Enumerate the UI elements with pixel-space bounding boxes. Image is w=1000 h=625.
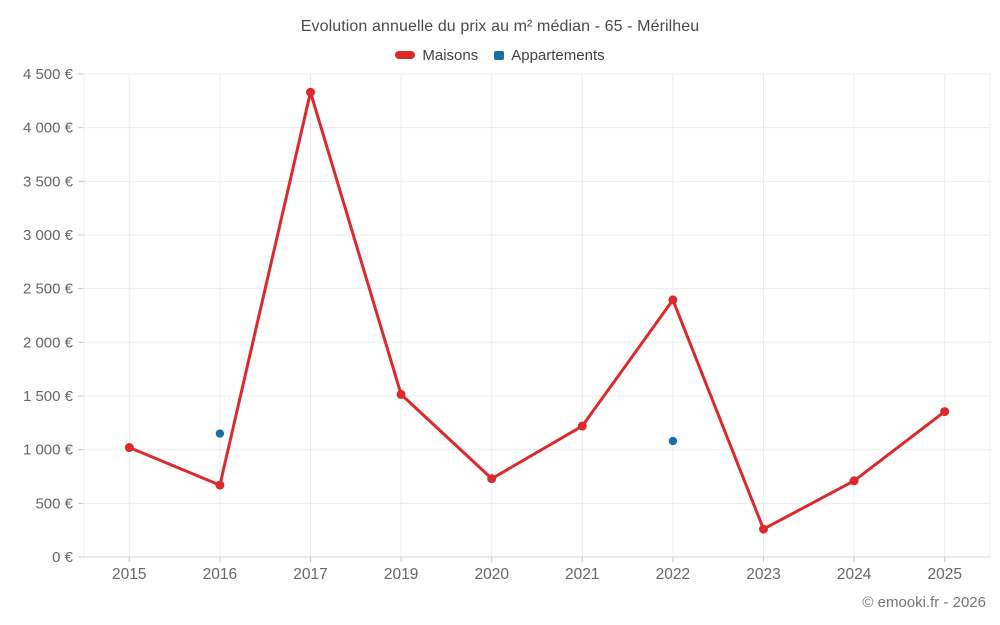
- data-point-maisons-2019[interactable]: [396, 389, 406, 399]
- y-axis-label: 3 000 €: [23, 227, 74, 244]
- legend-label-appartements: Appartements: [511, 46, 605, 64]
- y-axis-label: 500 €: [35, 495, 73, 512]
- data-point-maisons-2015[interactable]: [124, 443, 134, 453]
- appartements-swatch-icon: [494, 50, 505, 60]
- x-axis-label: 2024: [837, 566, 872, 583]
- y-axis-label: 1 500 €: [23, 388, 74, 405]
- y-axis-label: 1 000 €: [23, 442, 74, 459]
- x-axis-label: 2016: [203, 566, 237, 583]
- x-axis-label: 2019: [384, 566, 418, 583]
- y-axis-label: 2 500 €: [23, 281, 74, 298]
- data-point-maisons-2020[interactable]: [487, 474, 497, 484]
- y-axis-label: 3 500 €: [23, 173, 74, 190]
- copyright-watermark: © emooki.fr - 2026: [862, 594, 986, 611]
- data-point-maisons-2024[interactable]: [849, 476, 859, 486]
- data-point-maisons-2023[interactable]: [759, 524, 768, 534]
- chart-title: Evolution annuelle du prix au m² médian …: [300, 18, 700, 35]
- data-point-appartements-2022[interactable]: [668, 436, 678, 446]
- maisons-swatch-icon: [395, 51, 416, 59]
- x-axis-label: 2017: [293, 566, 327, 583]
- legend-label-maisons: Maisons: [422, 46, 479, 64]
- data-point-maisons-2025[interactable]: [940, 407, 950, 417]
- legend-item-maisons[interactable]: Maisons: [395, 47, 478, 64]
- data-point-appartements-2016[interactable]: [215, 429, 225, 438]
- y-axis-label: 2 000 €: [23, 334, 74, 351]
- y-axis-label: 4 000 €: [23, 120, 74, 137]
- legend-item-appartements[interactable]: Appartements: [494, 46, 605, 64]
- data-point-maisons-2022[interactable]: [668, 295, 678, 305]
- series-line-maisons: [127, 90, 947, 531]
- x-axis-label: 2022: [656, 566, 690, 583]
- y-axis-label: 4 500 €: [23, 66, 74, 83]
- data-point-maisons-2016[interactable]: [215, 480, 225, 490]
- x-axis-label: 2021: [565, 566, 599, 583]
- data-point-maisons-2021[interactable]: [577, 421, 587, 431]
- legend: Maisons Appartements: [0, 45, 1000, 65]
- x-axis-label: 2015: [112, 566, 146, 583]
- x-axis-label: 2025: [927, 566, 961, 583]
- data-point-maisons-2017[interactable]: [306, 87, 315, 97]
- x-axis-label: 2023: [746, 566, 780, 583]
- y-axis-label: 0 €: [52, 549, 74, 566]
- x-axis-label: 2020: [474, 566, 509, 583]
